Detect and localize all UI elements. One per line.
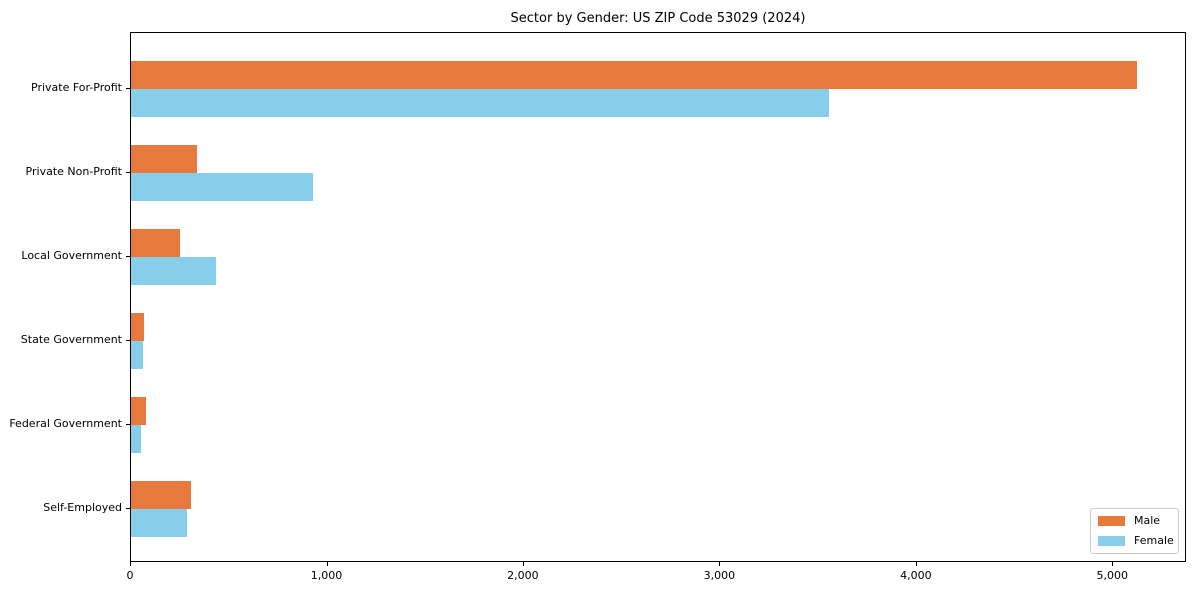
y-tick [126, 424, 130, 425]
x-tick-label: 0 [126, 569, 134, 582]
legend-swatch-male-icon [1098, 516, 1125, 526]
x-tick [130, 562, 131, 566]
x-tick-label: 3,000 [703, 569, 736, 582]
x-tick [719, 562, 721, 566]
bar-male-4 [131, 313, 144, 341]
plot-area [130, 32, 1186, 562]
bar-male-2 [131, 145, 197, 173]
y-tick [126, 88, 130, 89]
bar-female-2 [131, 173, 313, 201]
y-tick-label: Private For-Profit [31, 81, 122, 94]
legend-swatch-female-icon [1098, 536, 1125, 546]
x-tick [522, 562, 524, 566]
y-tick [126, 256, 130, 257]
legend-label-male: Male [1134, 514, 1161, 527]
y-tick-label: Self-Employed [43, 501, 122, 514]
y-tick-label: Private Non-Profit [25, 165, 122, 178]
bar-female-5 [131, 425, 141, 453]
y-tick-label: State Government [20, 333, 122, 346]
y-tick-label: Local Government [21, 249, 122, 262]
y-tick-label: Federal Government [9, 417, 122, 430]
bar-male-5 [131, 397, 146, 425]
bar-female-6 [131, 509, 187, 537]
x-tick-label: 2,000 [507, 569, 539, 582]
x-tick [1112, 562, 1114, 566]
legend: Male Female [1090, 508, 1179, 554]
y-tick [126, 172, 130, 173]
bar-male-3 [131, 229, 181, 257]
bar-male-6 [131, 481, 191, 509]
legend-item-female: Female [1098, 534, 1174, 547]
bar-female-1 [131, 89, 829, 117]
x-tick-label: 1,000 [310, 569, 343, 582]
x-tick-label: 4,000 [900, 569, 932, 582]
legend-item-male: Male [1098, 515, 1171, 527]
x-tick [326, 562, 328, 566]
bar-male-1 [131, 61, 1137, 89]
legend-label-female: Female [1134, 534, 1174, 547]
y-tick [126, 340, 130, 341]
y-tick [126, 508, 130, 509]
x-tick [915, 562, 917, 566]
x-tick-label: 5,000 [1096, 569, 1129, 582]
chart-title: Sector by Gender: US ZIP Code 53029 (202… [510, 11, 806, 26]
bar-female-3 [131, 257, 216, 285]
bar-female-4 [131, 341, 143, 369]
